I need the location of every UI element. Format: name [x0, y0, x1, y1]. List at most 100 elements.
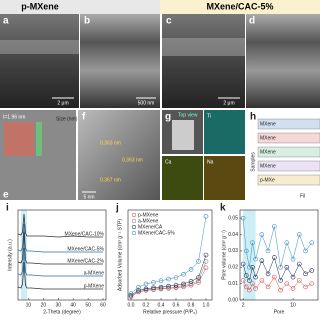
data-point — [303, 284, 308, 290]
header-right-bg — [160, 0, 320, 14]
data-point — [309, 240, 315, 246]
data-point — [284, 240, 290, 246]
image-a-layer — [0, 40, 79, 54]
data-point — [173, 275, 179, 280]
series-line — [17, 261, 103, 290]
map-label: Ca — [165, 159, 172, 165]
data-point — [196, 278, 201, 284]
x-tick-label: 0.0 — [128, 302, 135, 308]
data-point — [158, 284, 164, 290]
series-line — [17, 231, 103, 265]
x-tick-label: 0.8 — [188, 302, 195, 308]
data-point — [253, 274, 258, 280]
panel-letter: a — [3, 16, 9, 27]
legend-label: a-MXene — [84, 270, 105, 276]
data-point — [240, 261, 246, 267]
data-point — [173, 282, 179, 288]
data-point — [272, 224, 277, 229]
data-point — [296, 278, 302, 283]
data-point — [151, 285, 156, 291]
x-tick-label: 0.6 — [173, 302, 180, 308]
data-point — [284, 281, 290, 286]
sample-row — [257, 160, 320, 172]
scale-label: 500 nm — [138, 100, 155, 106]
scale-label: 5 nm — [83, 194, 94, 200]
series-line — [17, 247, 103, 277]
data-point — [143, 286, 149, 292]
panel-letter: e — [3, 190, 9, 201]
data-point — [290, 274, 296, 280]
data-point — [272, 274, 277, 280]
data-point — [309, 268, 315, 273]
row-label: MXene — [260, 149, 276, 155]
row-label: MXene — [260, 135, 276, 141]
data-point — [265, 248, 271, 254]
data-point — [143, 281, 149, 287]
panel-letter: f — [82, 112, 86, 123]
data-point — [247, 287, 252, 293]
series-line — [130, 254, 207, 296]
data-point — [296, 232, 302, 237]
panel-letter: d — [249, 16, 255, 27]
data-point — [136, 284, 141, 290]
data-point — [265, 271, 271, 277]
legend-marker — [131, 230, 137, 236]
data-point — [284, 264, 290, 270]
annotation: t=1.96 nm — [3, 114, 25, 120]
x-tick-label: 10 — [290, 302, 296, 308]
data-point — [243, 273, 249, 278]
legend-label: p-MXene — [138, 212, 159, 218]
data-point — [303, 248, 308, 254]
data-point — [247, 264, 252, 270]
data-point — [240, 215, 246, 221]
plot-frame — [239, 209, 319, 301]
data-point — [188, 279, 194, 284]
series-line — [130, 216, 207, 294]
data-point — [188, 281, 194, 287]
highlight-band — [243, 210, 256, 300]
y-axis-label: Pore volume (cm³ g⁻¹) — [221, 230, 227, 280]
header-left: p-MXene — [21, 1, 59, 11]
data-point — [309, 281, 315, 286]
data-point — [243, 248, 249, 254]
x-axis-label: Relative pressure (P/P₀) — [143, 309, 197, 315]
data-point — [128, 292, 134, 298]
legend-label: MXene/CAC-10% — [65, 231, 105, 237]
panel-letter: h — [250, 112, 256, 123]
data-point — [278, 278, 283, 283]
data-point — [253, 286, 258, 291]
panel-letter: b — [84, 16, 90, 27]
data-point — [265, 284, 271, 290]
data-point — [136, 288, 141, 293]
header-left-bg — [0, 0, 160, 14]
y-tick-label: 0.05 — [228, 216, 238, 222]
data-point — [247, 278, 252, 283]
data-point — [296, 261, 302, 267]
panel-letter: c — [166, 16, 172, 27]
image-c-layer — [162, 38, 245, 56]
x-tick-label: 50 — [85, 302, 91, 308]
data-point — [166, 283, 171, 289]
data-point — [166, 276, 171, 282]
data-point — [250, 240, 255, 246]
map-ti — [204, 110, 245, 154]
data-point — [240, 278, 246, 283]
x-tick-label: 30 — [55, 302, 61, 308]
data-point — [158, 286, 164, 291]
x-tick-label: 1.0 — [203, 302, 210, 308]
data-point — [196, 259, 201, 264]
y-tick-label: 0.00 — [228, 297, 238, 303]
data-point — [259, 278, 265, 283]
row-label: p-MXe — [260, 177, 275, 183]
x-tick-label: 10 — [26, 302, 32, 308]
y-axis-label: Adsorbed Volume (cm³ g⁻¹ STP) — [117, 219, 123, 291]
data-point — [128, 291, 134, 296]
data-point — [166, 285, 171, 291]
x-tick-label: 0.4 — [158, 302, 165, 308]
data-point — [188, 267, 194, 272]
data-point — [203, 265, 209, 271]
data-point — [259, 258, 265, 264]
data-point — [203, 252, 209, 258]
data-point — [278, 287, 283, 293]
